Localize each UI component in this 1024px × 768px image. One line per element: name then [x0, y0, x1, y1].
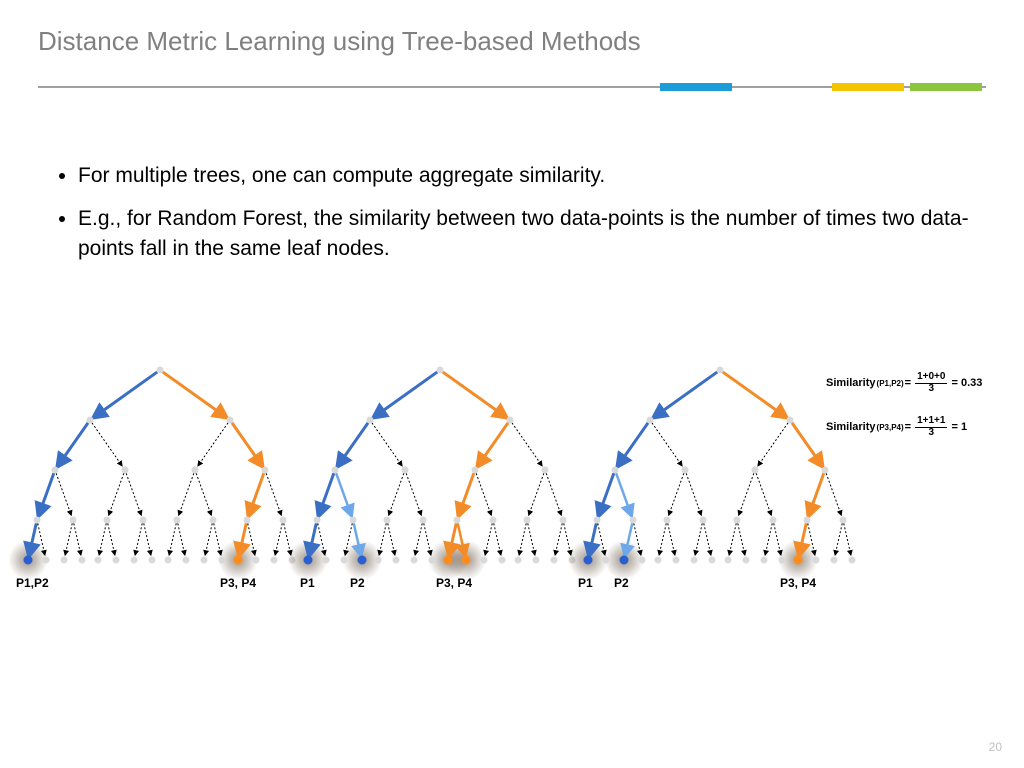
- bullet-item: E.g., for Random Forest, the similarity …: [78, 204, 998, 263]
- leaf-label: P2: [614, 576, 629, 590]
- divider-accent: [660, 83, 732, 91]
- leaf-label: P1,P2: [16, 576, 49, 590]
- page-number: 20: [989, 740, 1002, 754]
- bullet-item: For multiple trees, one can compute aggr…: [78, 161, 998, 190]
- leaf-label: P1: [578, 576, 593, 590]
- divider-accent: [910, 83, 982, 91]
- slide-title: Distance Metric Learning using Tree-base…: [38, 26, 641, 57]
- tree: P1 P2 P3, P4: [580, 360, 860, 590]
- tree: P1,P2P3, P4: [20, 360, 300, 590]
- tree-svg: [20, 360, 300, 590]
- leaf-label: P2: [350, 576, 365, 590]
- trees-diagram: P1,P2P3, P4P1P2P3, P4P1P2P3, P4: [20, 360, 860, 620]
- tree-svg: [300, 360, 580, 590]
- similarity-formulas: Similarity (P1,P2) = 1+0+03 = 0.33 Simila…: [826, 372, 1014, 460]
- leaf-label: P3, P4: [220, 576, 256, 590]
- leaf-label: P3, P4: [436, 576, 472, 590]
- tree-svg: [580, 360, 860, 590]
- leaf-label: P3, P4: [780, 576, 816, 590]
- tree: P1 P2 P3, P4: [300, 360, 580, 590]
- divider-accent: [832, 83, 904, 91]
- bullet-list: For multiple trees, one can compute aggr…: [38, 161, 998, 277]
- similarity-row: Similarity (P1,P2) = 1+0+03 = 0.33: [826, 372, 1014, 394]
- similarity-row: Similarity (P3,P4) = 1+1+13 = 1: [826, 416, 1014, 438]
- leaf-label: P1: [300, 576, 315, 590]
